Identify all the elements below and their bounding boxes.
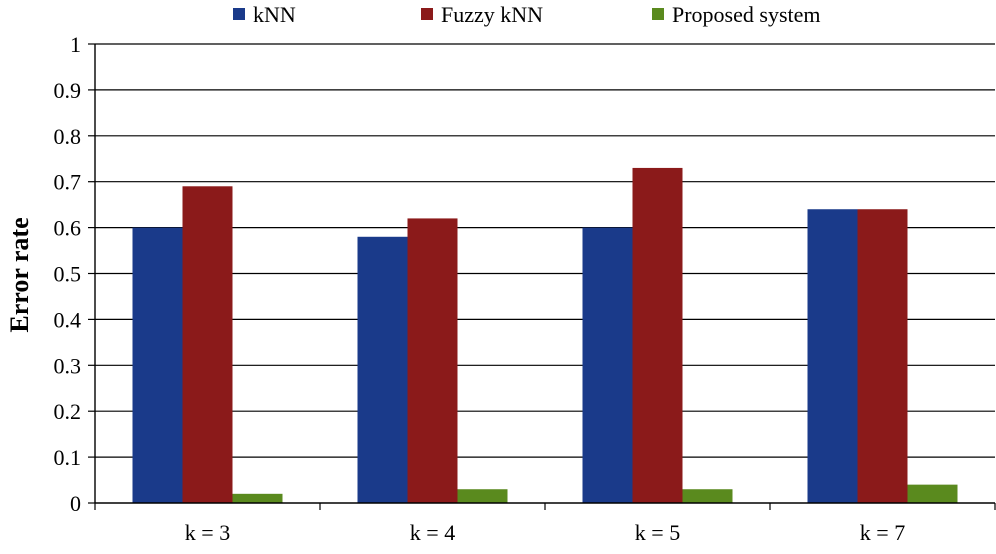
y-axis-title: Error rate <box>5 217 34 332</box>
bar-proposed-system <box>682 489 733 503</box>
bar-proposed-system <box>232 493 283 503</box>
y-tick-label: 0.3 <box>54 353 82 378</box>
x-tick-label: k = 3 <box>185 520 230 545</box>
legend: kNN Fuzzy kNN Proposed system <box>233 2 821 27</box>
bar-knn <box>807 209 858 504</box>
x-tick-label: k = 7 <box>860 520 905 545</box>
legend-swatch <box>421 8 433 20</box>
legend-label: Proposed system <box>672 2 821 27</box>
y-tick-label: 0.8 <box>54 124 82 149</box>
y-tick-label: 0 <box>70 491 81 516</box>
gridlines <box>95 43 995 458</box>
y-tick-label: 0.6 <box>54 216 82 241</box>
y-tick-label: 0.7 <box>54 170 82 195</box>
x-tick-label: k = 5 <box>635 520 680 545</box>
bar-proposed-system <box>457 489 508 503</box>
y-tick-labels: 0 0.1 0.2 0.3 0.4 0.5 0.6 0.7 0.8 0.9 1 <box>54 32 82 516</box>
legend-label: kNN <box>253 2 296 27</box>
axes <box>88 43 996 510</box>
legend-swatch <box>652 8 664 20</box>
bar-proposed-system <box>907 484 958 503</box>
x-tick-labels: k = 3 k = 4 k = 5 k = 7 <box>185 520 905 545</box>
bar-fuzzy-knn <box>632 167 683 503</box>
y-tick-label: 0.5 <box>54 262 82 287</box>
y-tick-label: 0.1 <box>54 445 82 470</box>
y-tick-label: 0.9 <box>54 78 82 103</box>
x-tick-label: k = 4 <box>410 520 455 545</box>
bars <box>132 167 958 504</box>
bar-fuzzy-knn <box>857 209 908 504</box>
legend-label: Fuzzy kNN <box>441 2 543 27</box>
bar-knn <box>357 236 408 503</box>
y-tick-label: 0.2 <box>54 399 82 424</box>
bar-knn <box>132 227 183 503</box>
y-tick-label: 1 <box>70 32 81 57</box>
y-tick-label: 0.4 <box>54 307 82 332</box>
bar-knn <box>582 227 633 503</box>
bar-fuzzy-knn <box>407 218 458 504</box>
legend-swatch <box>233 8 245 20</box>
bar-fuzzy-knn <box>182 186 233 504</box>
